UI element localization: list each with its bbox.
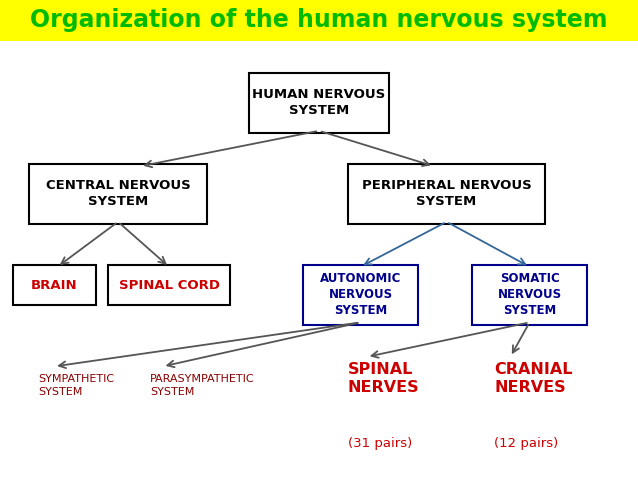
FancyBboxPatch shape — [303, 264, 418, 325]
Text: SYMPATHETIC
SYSTEM: SYMPATHETIC SYSTEM — [38, 375, 114, 397]
Text: SPINAL CORD: SPINAL CORD — [119, 278, 219, 292]
Text: CRANIAL
NERVES: CRANIAL NERVES — [494, 362, 573, 395]
Text: PERIPHERAL NERVOUS
SYSTEM: PERIPHERAL NERVOUS SYSTEM — [362, 180, 531, 208]
Text: Organization of the human nervous system: Organization of the human nervous system — [30, 8, 608, 33]
FancyBboxPatch shape — [108, 264, 230, 306]
FancyBboxPatch shape — [472, 264, 587, 325]
FancyBboxPatch shape — [29, 164, 207, 224]
Bar — [0, 0, 638, 41]
Text: SOMATIC
NERVOUS
SYSTEM: SOMATIC NERVOUS SYSTEM — [498, 272, 561, 317]
Text: CENTRAL NERVOUS
SYSTEM: CENTRAL NERVOUS SYSTEM — [46, 180, 190, 208]
Text: HUMAN NERVOUS
SYSTEM: HUMAN NERVOUS SYSTEM — [253, 89, 385, 117]
Text: (12 pairs): (12 pairs) — [494, 436, 559, 450]
FancyBboxPatch shape — [348, 164, 545, 224]
FancyBboxPatch shape — [249, 73, 389, 133]
Text: SPINAL
NERVES: SPINAL NERVES — [348, 362, 419, 395]
Text: BRAIN: BRAIN — [31, 278, 78, 292]
Text: AUTONOMIC
NERVOUS
SYSTEM: AUTONOMIC NERVOUS SYSTEM — [320, 272, 401, 317]
Text: PARASYMPATHETIC
SYSTEM: PARASYMPATHETIC SYSTEM — [150, 375, 255, 397]
Text: (31 pairs): (31 pairs) — [348, 436, 412, 450]
FancyBboxPatch shape — [13, 264, 96, 306]
